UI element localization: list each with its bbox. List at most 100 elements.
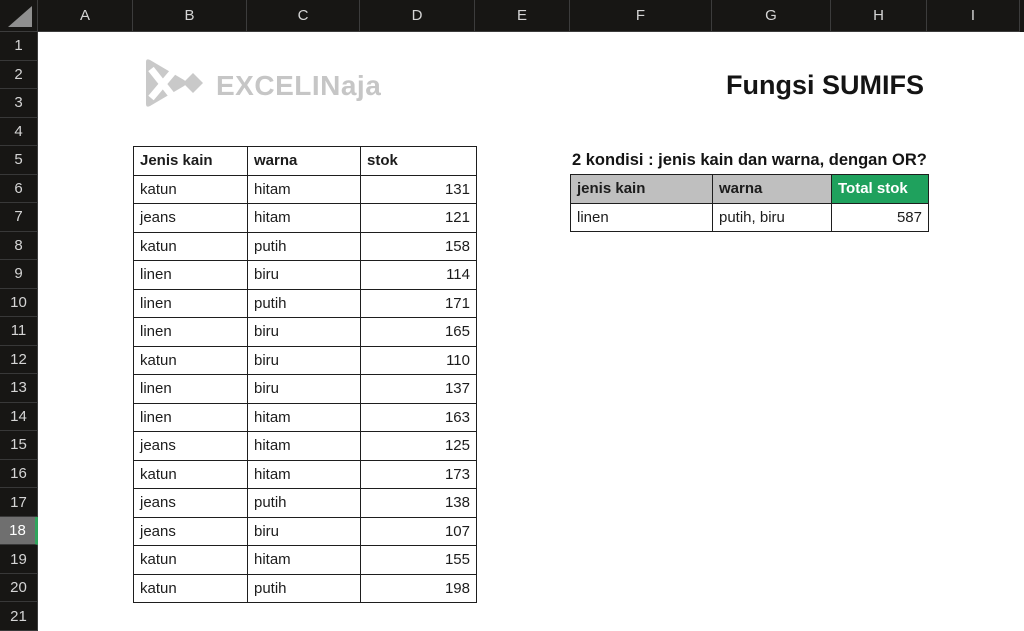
column-header[interactable]: E xyxy=(475,0,570,32)
row-header[interactable]: 14 xyxy=(0,402,38,432)
cell-warna[interactable]: putih xyxy=(247,573,361,603)
cell-jenis-kain[interactable]: jeans xyxy=(133,431,248,461)
column-headers: A B C D E F G H I xyxy=(38,0,1024,32)
cell-jenis-kain[interactable]: linen xyxy=(133,288,248,318)
table-row: jeans putih 138 xyxy=(133,488,477,518)
select-all-corner[interactable] xyxy=(0,0,38,32)
row-header[interactable]: 20 xyxy=(0,573,38,603)
table-row: linen biru 114 xyxy=(133,260,477,290)
column-header[interactable]: F xyxy=(570,0,712,32)
row-header[interactable]: 7 xyxy=(0,203,38,232)
cell-stok[interactable]: 158 xyxy=(360,231,477,261)
row-header[interactable]: 12 xyxy=(0,345,38,375)
column-header[interactable]: A xyxy=(38,0,133,32)
row-header[interactable]: 10 xyxy=(0,288,38,318)
logo: EXCELINaja xyxy=(136,54,381,117)
result-header-jenis-kain[interactable]: jenis kain xyxy=(570,174,713,204)
cell-stok[interactable]: 137 xyxy=(360,374,477,404)
cell-warna[interactable]: biru xyxy=(247,317,361,347)
cell-stok[interactable]: 165 xyxy=(360,317,477,347)
cell-jenis-kain[interactable]: linen xyxy=(133,374,248,404)
cell-jenis-kain[interactable]: katun xyxy=(133,174,248,204)
cell-stok[interactable]: 155 xyxy=(360,545,477,575)
cell-jenis-kain[interactable]: katun xyxy=(133,345,248,375)
row-header[interactable]: 3 xyxy=(0,89,38,118)
excelinaja-logo-icon xyxy=(136,54,208,117)
cell-result-total[interactable]: 587 xyxy=(831,202,929,232)
stock-table-header-row: Jenis kain warna stok xyxy=(133,146,477,176)
cell-stok[interactable]: 110 xyxy=(360,345,477,375)
cell-warna[interactable]: putih xyxy=(247,288,361,318)
row-header[interactable]: 2 xyxy=(0,60,38,90)
select-all-triangle-icon xyxy=(8,6,32,27)
row-header[interactable]: 8 xyxy=(0,231,38,261)
row-header[interactable]: 17 xyxy=(0,488,38,517)
stock-header-warna[interactable]: warna xyxy=(247,146,361,176)
cell-stok[interactable]: 131 xyxy=(360,174,477,204)
table-row: linen putih 171 xyxy=(133,288,477,318)
row-header[interactable]: 11 xyxy=(0,317,38,346)
question-heading[interactable]: 2 kondisi : jenis kain dan warna, dengan… xyxy=(572,151,927,169)
row-header[interactable]: 19 xyxy=(0,545,38,574)
cell-stok[interactable]: 107 xyxy=(360,516,477,546)
cell-warna[interactable]: hitam xyxy=(247,545,361,575)
column-header[interactable]: G xyxy=(712,0,831,32)
row-header[interactable]: 1 xyxy=(0,32,38,61)
row-header[interactable]: 4 xyxy=(0,117,38,147)
table-row: katun hitam 131 xyxy=(133,174,477,204)
cell-jenis-kain[interactable]: katun xyxy=(133,231,248,261)
result-header-warna[interactable]: warna xyxy=(712,174,832,204)
cell-warna[interactable]: biru xyxy=(247,260,361,290)
row-header[interactable]: 6 xyxy=(0,174,38,204)
row-header[interactable]: 13 xyxy=(0,374,38,403)
cell-warna[interactable]: hitam xyxy=(247,431,361,461)
cell-result-warna[interactable]: putih, biru xyxy=(712,202,832,232)
cell-stok[interactable]: 138 xyxy=(360,488,477,518)
column-header[interactable]: B xyxy=(133,0,247,32)
cell-jenis-kain[interactable]: jeans xyxy=(133,488,248,518)
row-header[interactable]: 18 xyxy=(0,516,38,546)
row-header[interactable]: 9 xyxy=(0,260,38,289)
cell-stok[interactable]: 173 xyxy=(360,459,477,489)
row-header[interactable]: 5 xyxy=(0,146,38,175)
cell-warna[interactable]: putih xyxy=(247,231,361,261)
cell-jenis-kain[interactable]: katun xyxy=(133,459,248,489)
cell-stok[interactable]: 163 xyxy=(360,402,477,432)
cell-stok[interactable]: 125 xyxy=(360,431,477,461)
cell-stok[interactable]: 121 xyxy=(360,203,477,233)
cell-warna[interactable]: biru xyxy=(247,345,361,375)
cell-jenis-kain[interactable]: katun xyxy=(133,545,248,575)
table-row: jeans hitam 121 xyxy=(133,203,477,233)
cell-jenis-kain[interactable]: linen xyxy=(133,317,248,347)
table-row: linen hitam 163 xyxy=(133,402,477,432)
cell-warna[interactable]: hitam xyxy=(247,174,361,204)
cell-warna[interactable]: biru xyxy=(247,516,361,546)
column-header[interactable]: I xyxy=(927,0,1020,32)
cell-stok[interactable]: 198 xyxy=(360,573,477,603)
stock-header-stok[interactable]: stok xyxy=(360,146,477,176)
cell-warna[interactable]: hitam xyxy=(247,459,361,489)
cell-jenis-kain[interactable]: jeans xyxy=(133,203,248,233)
cell-jenis-kain[interactable]: linen xyxy=(133,402,248,432)
cell-jenis-kain[interactable]: katun xyxy=(133,573,248,603)
cell-warna[interactable]: hitam xyxy=(247,203,361,233)
cell-result-jenis[interactable]: linen xyxy=(570,202,713,232)
cell-stok[interactable]: 114 xyxy=(360,260,477,290)
result-header-total-stok[interactable]: Total stok xyxy=(831,174,929,204)
cell-stok[interactable]: 171 xyxy=(360,288,477,318)
cell-jenis-kain[interactable]: linen xyxy=(133,260,248,290)
stock-header-jenis-kain[interactable]: Jenis kain xyxy=(133,146,248,176)
column-header[interactable]: D xyxy=(360,0,475,32)
table-row: katun putih 158 xyxy=(133,231,477,261)
column-header[interactable]: H xyxy=(831,0,927,32)
row-header[interactable]: 21 xyxy=(0,602,38,631)
cell-warna[interactable]: putih xyxy=(247,488,361,518)
cell-warna[interactable]: hitam xyxy=(247,402,361,432)
column-header[interactable]: C xyxy=(247,0,360,32)
cell-warna[interactable]: biru xyxy=(247,374,361,404)
row-header[interactable]: 15 xyxy=(0,431,38,460)
row-header[interactable]: 16 xyxy=(0,459,38,489)
table-row: katun biru 110 xyxy=(133,345,477,375)
cell-jenis-kain[interactable]: jeans xyxy=(133,516,248,546)
